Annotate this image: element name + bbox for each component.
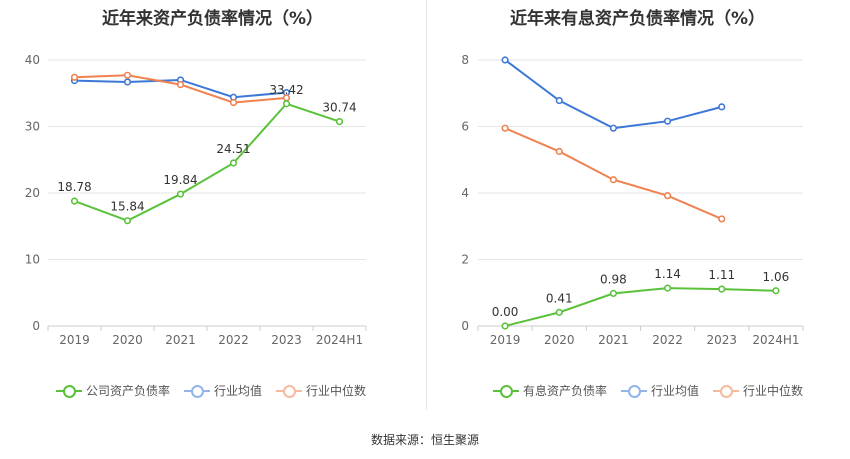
legend-label: 有息资产负债率 [523, 384, 608, 398]
legend-label: 公司资产负债率 [86, 384, 171, 398]
right-point-industry-average [609, 124, 618, 132]
legend-item-industry-median[interactable]: 行业中位数 [276, 382, 366, 399]
left-data-label: 24.51 [216, 142, 250, 156]
left-point-primary [335, 117, 344, 126]
legend-item-interest-bearing-debt-ratio[interactable]: 有息资产负债率 [493, 382, 607, 399]
left-point-primary [282, 100, 291, 108]
left-point-industry-median [123, 71, 132, 79]
legend-swatch-green [56, 384, 82, 398]
left-data-label: 18.78 [57, 180, 91, 194]
legend-label: 行业中位数 [743, 384, 804, 398]
right-x-tick-label: 2024H1 [752, 333, 799, 347]
right-y-tick-label: 8 [461, 53, 469, 67]
left-y-tick-label: 30 [25, 120, 40, 134]
left-data-label: 15.84 [110, 200, 144, 214]
legend-swatch-orange [276, 384, 303, 398]
left-y-tick-label: 40 [25, 53, 40, 67]
right-point-industry-median [718, 215, 726, 223]
left-data-label: 33.42 [269, 83, 303, 97]
left-data-label: 19.84 [163, 173, 197, 187]
left-point-industry-average [123, 78, 132, 86]
left-point-primary [176, 190, 185, 198]
left-chart-legend: 公司资产负债率 行业均值 行业中位数 [56, 382, 366, 399]
right-data-label: 1.06 [763, 270, 790, 284]
right-data-label: 1.11 [708, 268, 735, 282]
right-data-label: 0.98 [600, 272, 627, 286]
right-point-industry-median [555, 147, 563, 156]
left-series-line-primary [74, 102, 340, 222]
legend-item-industry-median[interactable]: 行业中位数 [713, 382, 803, 399]
legend-label: 行业均值 [214, 384, 263, 398]
left-x-tick-label: 2022 [218, 333, 249, 347]
left-x-tick-label: 2020 [112, 333, 143, 347]
left-point-primary [70, 197, 79, 205]
right-data-label: 0.00 [492, 305, 519, 319]
left-point-primary [229, 159, 238, 167]
right-point-primary [555, 308, 563, 316]
right-point-industry-median [501, 124, 509, 132]
legend-label: 行业均值 [651, 384, 700, 398]
right-chart-legend: 有息资产负债率 行业均值 行业中位数 [493, 382, 803, 399]
left-data-label: 30.74 [322, 101, 356, 115]
left-y-tick-label: 0 [32, 319, 40, 333]
right-series-line-industry-median [504, 127, 723, 220]
right-point-primary [772, 287, 780, 295]
left-x-tick-label: 2019 [59, 333, 90, 347]
left-y-tick-label: 10 [25, 253, 40, 267]
right-point-industry-average [555, 96, 563, 105]
right-point-industry-average [718, 103, 726, 111]
right-point-industry-median [663, 192, 672, 200]
left-point-industry-median [176, 81, 185, 89]
right-x-tick-label: 2020 [544, 333, 575, 347]
legend-item-industry-average[interactable]: 行业均值 [184, 382, 262, 399]
legend-swatch-blue [184, 384, 211, 398]
legend-item-company-debt-ratio[interactable]: 公司资产负债率 [56, 382, 170, 399]
legend-swatch-blue [621, 384, 648, 398]
right-x-tick-label: 2021 [598, 333, 629, 347]
right-point-primary [501, 322, 509, 330]
right-point-primary [609, 289, 618, 298]
right-point-industry-average [501, 56, 509, 64]
right-x-tick-label: 2023 [706, 333, 737, 347]
right-point-industry-average [663, 117, 672, 125]
left-x-tick-label: 2021 [165, 333, 196, 347]
right-point-primary [663, 284, 672, 292]
right-point-primary [718, 285, 726, 293]
right-series-line-industry-average [504, 59, 723, 130]
right-x-tick-label: 2022 [652, 333, 683, 347]
right-data-label: 1.14 [654, 267, 681, 281]
right-x-tick-label: 2019 [490, 333, 521, 347]
left-x-tick-label: 2023 [271, 333, 302, 347]
left-chart-title: 近年来资产负债率情况（%） [101, 9, 324, 29]
legend-swatch-orange [713, 384, 740, 398]
legend-item-industry-average[interactable]: 行业均值 [621, 382, 699, 399]
legend-label: 行业中位数 [306, 384, 367, 398]
left-y-tick-label: 20 [25, 186, 40, 200]
right-y-tick-label: 2 [461, 253, 469, 267]
legend-swatch-green [493, 384, 519, 398]
right-y-tick-label: 4 [461, 186, 469, 200]
right-chart-title: 近年来有息资产负债率情况（%） [509, 9, 766, 29]
right-series-line-primary [504, 287, 776, 327]
right-data-label: 0.41 [546, 291, 573, 305]
right-point-industry-median [609, 176, 618, 184]
data-source-note: 数据来源：恒生聚源 [370, 433, 479, 447]
left-point-industry-median [70, 73, 79, 81]
panel-divider [426, 0, 427, 410]
left-x-tick-label: 2024H1 [316, 333, 363, 347]
left-point-primary [123, 217, 132, 225]
left-point-industry-median [229, 98, 238, 107]
right-y-tick-label: 0 [461, 319, 469, 333]
right-y-tick-label: 6 [461, 120, 469, 134]
